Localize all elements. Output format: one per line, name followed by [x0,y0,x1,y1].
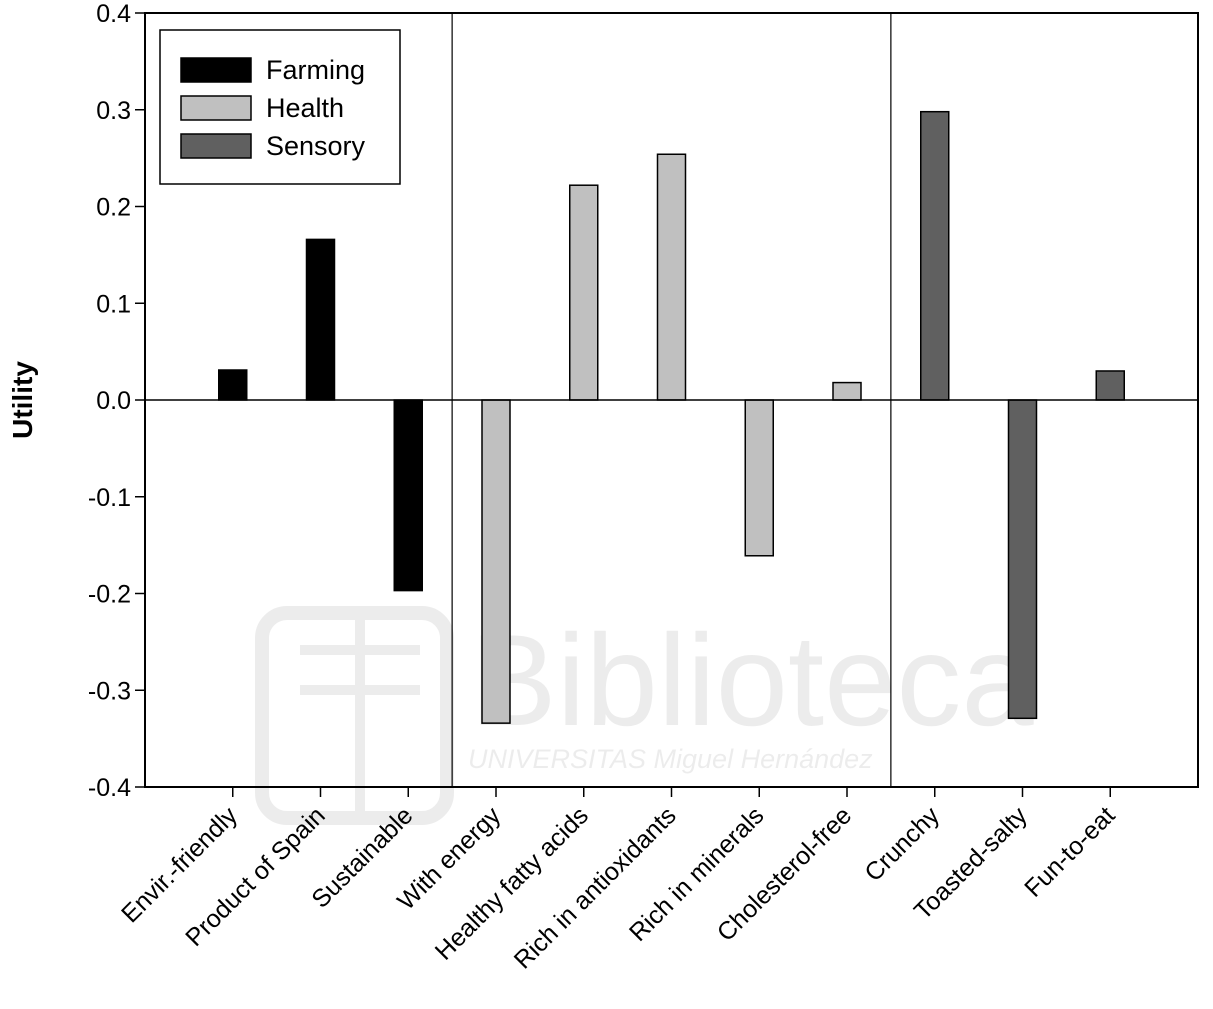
bar-with-energy [481,399,511,724]
legend-label-health: Health [266,93,344,123]
bar-cholesterol-free [832,381,862,401]
y-tick-label: 0.1 [96,290,131,318]
y-tick-label: -0.4 [88,774,131,802]
y-tick-label: 0.0 [96,387,131,415]
bar-crunchy [920,110,950,401]
bar-product-of-spain [305,238,336,401]
legend-swatch-health [180,95,252,121]
bar-rich-in-antioxidants [656,153,687,401]
bar-healthy-fatty-acids [569,184,599,401]
bar-envir-friendly [218,369,248,401]
y-axis: -0.4 -0.3 -0.2 -0.1 0.0 0.1 0.2 0.3 0.4 [88,0,145,802]
y-tick-label: 0.2 [96,194,131,222]
y-tick-label: 0.4 [96,0,131,28]
watermark-subtitle: UNIVERSITAS Miguel Hernández [468,744,873,774]
legend-label-sensory: Sensory [266,131,366,161]
x-tick-label: Healthy fatty acids [430,801,594,965]
y-tick-label: 0.3 [96,97,131,125]
x-tick-label: Rich in antioxidants [509,801,682,974]
y-axis-label: Utility [7,361,38,439]
y-tick-label: -0.3 [88,677,131,705]
bar-rich-in-minerals [744,399,774,557]
x-tick-label: Fun-to-eat [1019,801,1120,902]
bar-toasted-salty [1007,399,1038,720]
watermark-logo-icon [255,606,454,825]
watermark-title: Biblioteca [470,607,1034,753]
bar-sustainable [393,399,423,592]
x-tick-label: Crunchy [859,801,945,887]
legend-label-farming: Farming [266,55,365,85]
watermark-logo-lines-icon [300,610,420,820]
legend-swatch-farming [180,57,252,83]
bar-fun-to-eat [1095,370,1125,401]
legend-swatch-sensory [180,133,252,159]
watermark: Biblioteca UNIVERSITAS Miguel Hernández [255,606,1034,825]
y-tick-label: -0.1 [88,484,131,512]
y-tick-label: -0.2 [88,581,131,609]
legend: Farming Health Sensory [159,29,401,185]
